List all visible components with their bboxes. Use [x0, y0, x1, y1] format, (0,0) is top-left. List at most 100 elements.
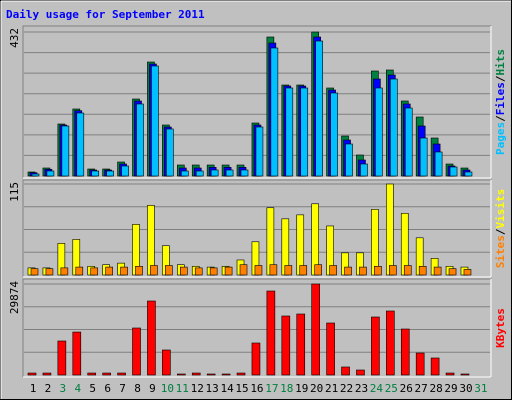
legend-entry: Pages: [494, 122, 507, 155]
bar: [281, 315, 291, 376]
bar: [419, 137, 428, 177]
bar: [31, 173, 40, 177]
bar: [181, 170, 189, 177]
bar: [330, 92, 338, 177]
bar: [90, 267, 99, 276]
bar: [430, 357, 440, 376]
bar: [105, 266, 113, 276]
bar: [371, 209, 379, 276]
bar: [102, 372, 111, 376]
x-tick-label: 10: [161, 382, 174, 395]
bar: [403, 265, 412, 276]
bar: [460, 373, 470, 376]
x-tick-label: 25: [385, 382, 398, 395]
x-tick-label: 9: [149, 382, 156, 395]
x-tick-label: 27: [415, 382, 428, 395]
x-tick-label: 23: [355, 382, 368, 395]
panel: [22, 179, 492, 278]
bar: [315, 40, 323, 177]
bar: [191, 372, 201, 376]
y-tick-label: 29874: [8, 281, 21, 314]
x-tick-label: 26: [400, 382, 413, 395]
bar: [463, 269, 472, 276]
bar: [239, 264, 248, 276]
y-tick-label: 432: [8, 28, 21, 48]
x-tick-label: 14: [220, 382, 234, 395]
x-tick-label: 30: [459, 382, 472, 395]
bar: [46, 170, 55, 177]
legend: Sites/Visits: [494, 189, 507, 269]
bar: [266, 290, 276, 376]
bar: [236, 372, 246, 376]
bar: [386, 183, 394, 276]
legend-entry: Files: [494, 82, 507, 115]
bar: [210, 169, 219, 177]
bar: [341, 366, 350, 376]
bar: [359, 266, 367, 276]
bar: [194, 267, 203, 276]
x-tick-label: 31: [474, 382, 487, 395]
x-tick-label: 7: [119, 382, 126, 395]
bar: [135, 265, 143, 276]
bar: [27, 372, 37, 376]
bar: [120, 266, 128, 276]
bar: [45, 268, 54, 276]
bar: [314, 264, 322, 276]
legend-entry: Hits: [494, 49, 507, 76]
bar: [30, 268, 39, 276]
x-tick-label: 11: [176, 382, 189, 395]
bar: [375, 87, 383, 177]
bar: [151, 65, 159, 177]
x-tick-label: 17: [265, 382, 278, 395]
bar: [106, 170, 114, 177]
bar: [240, 169, 249, 177]
x-tick-label: 12: [191, 382, 204, 395]
bar: [117, 372, 126, 376]
bar: [269, 264, 278, 276]
x-tick-label: 20: [310, 382, 323, 395]
bar: [449, 166, 458, 177]
bar: [91, 170, 100, 177]
bar: [415, 352, 425, 376]
x-tick-label: 19: [295, 382, 308, 395]
bar: [61, 125, 70, 177]
legend-entry: KBytes: [494, 308, 507, 348]
bar: [75, 266, 84, 276]
x-tick-label: 13: [206, 382, 219, 395]
bar: [386, 310, 395, 376]
x-tick-label: 2: [45, 382, 52, 395]
bar: [344, 266, 352, 276]
x-tick-label: 15: [235, 382, 248, 395]
x-tick-label: 3: [60, 382, 67, 395]
legend-entry: Sites: [494, 235, 507, 268]
legend: Pages/Files/Hits: [494, 49, 507, 155]
bar: [136, 103, 144, 177]
bar: [195, 170, 204, 177]
bar: [400, 328, 410, 376]
x-tick-label: 24: [370, 382, 384, 395]
x-tick-label: 6: [104, 382, 111, 395]
bar: [150, 265, 158, 276]
x-tick-label: 8: [134, 382, 141, 395]
bar: [329, 265, 337, 276]
x-tick-label: 18: [280, 382, 293, 395]
y-tick-label: 115: [8, 182, 21, 202]
x-tick-label: 22: [340, 382, 353, 395]
bar: [132, 327, 141, 376]
bar: [270, 47, 279, 177]
bar: [284, 265, 293, 276]
bar: [285, 87, 294, 177]
bar: [371, 316, 380, 376]
bar: [42, 372, 52, 376]
x-tick-label: 29: [444, 382, 457, 395]
legend: KBytes: [494, 308, 507, 348]
bar: [147, 205, 155, 276]
bar: [60, 267, 69, 276]
bar: [390, 78, 398, 177]
legend-separator: /: [494, 228, 507, 235]
bar: [165, 265, 173, 276]
bar: [448, 268, 457, 276]
bar: [76, 112, 85, 177]
bar: [87, 372, 97, 376]
